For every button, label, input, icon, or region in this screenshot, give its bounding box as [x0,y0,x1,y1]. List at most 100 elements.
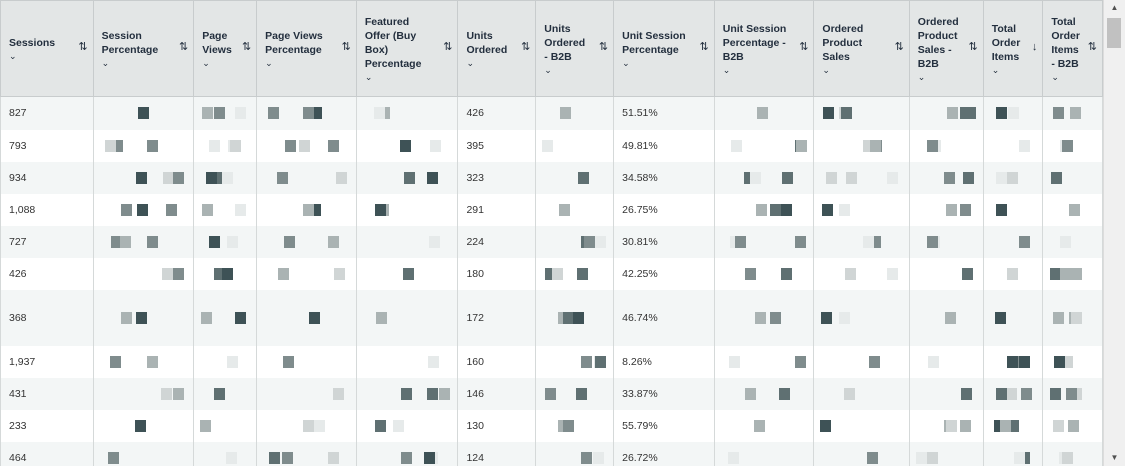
table-row[interactable]: 827 426 51.51% [0,96,1103,130]
redaction-block [269,451,281,464]
table-row[interactable]: 368 172 46.74% [0,289,1103,346]
chevron-down-icon[interactable]: ⌄ [1051,72,1059,82]
redacted-cell [356,409,459,442]
redacted-cell [813,96,910,130]
redacted-cell [983,409,1044,442]
redacted-cell [193,377,258,410]
redaction-block [839,311,851,324]
sort-arrows-icon[interactable]: ⇅ [699,41,709,53]
column-header-ordered-sales[interactable]: Ordered Product Sales ⌄ ⇅ [813,0,910,97]
redacted-cell [813,257,910,290]
column-header-total-order-items[interactable]: Total Order Items ⌄ ↓ [983,0,1044,97]
scroll-up-arrow-icon[interactable]: ▲ [1110,3,1119,12]
vertical-scrollbar[interactable]: ▲ ▼ [1103,0,1125,466]
chevron-down-icon[interactable]: ⌄ [265,58,273,68]
redacted-cell [193,96,258,130]
column-header-sessions[interactable]: Sessions ⌄ ⇅ [0,0,94,97]
table-row[interactable]: 727 224 30.81% [0,225,1103,258]
sort-arrows-icon[interactable]: ⇅ [968,41,978,53]
table-row[interactable]: 934 323 34.58% [0,161,1103,194]
column-header-ordered-sales-b2b[interactable]: Ordered Product Sales - B2B ⌄ ⇅ [909,0,984,97]
sort-arrows-icon[interactable]: ⇅ [179,41,189,53]
sort-arrows-icon[interactable]: ⇅ [799,41,809,53]
cell-units-ordered: 291 [457,193,537,226]
column-header-buy-box-pct[interactable]: Featured Offer (Buy Box) Percentage ⌄ ⇅ [356,0,459,97]
chevron-down-icon[interactable]: ⌄ [202,58,210,68]
chevron-down-icon[interactable]: ⌄ [364,72,373,82]
column-header-session-pct[interactable]: Session Percentage ⌄ ⇅ [93,0,195,97]
redacted-cell [714,129,815,162]
sort-arrows-icon[interactable]: ⇅ [241,41,252,53]
redacted-cell [1042,345,1103,378]
sort-arrows-icon[interactable]: ⇅ [521,41,531,53]
redaction-block [552,267,564,280]
sort-arrows-icon[interactable]: ⇅ [598,41,609,53]
cell-units-ordered: 172 [457,289,537,346]
cell-units-ordered: 426 [457,96,537,130]
table-row[interactable]: 426 180 42.25% [0,257,1103,290]
column-header-page-views-pct[interactable]: Page Views Percentage ⌄ ⇅ [256,0,357,97]
cell-unit-session-pct: 34.58% [613,161,715,194]
redaction-block [926,451,938,464]
table-row[interactable]: 464 124 26.72% [0,441,1103,466]
sort-arrows-icon[interactable]: ⇅ [443,41,453,53]
chevron-down-icon[interactable]: ⌄ [544,65,552,75]
table-row[interactable]: 233 130 55.79% [0,409,1103,442]
redaction-block [995,107,1007,120]
chevron-down-icon[interactable]: ⌄ [917,72,926,82]
redacted-cell [193,289,258,346]
scroll-down-arrow-icon[interactable]: ▼ [1110,453,1119,462]
redaction-block [1069,203,1081,216]
sort-arrows-icon[interactable]: ⇅ [78,41,88,53]
redaction-block [314,419,326,432]
column-header-label: Ordered Product Sales [822,23,864,63]
redacted-cell [193,441,258,466]
redacted-cell [1042,225,1103,258]
chevron-down-icon[interactable]: ⌄ [466,58,474,68]
chevron-down-icon[interactable]: ⌄ [991,65,1000,75]
column-header-unit-session-pct[interactable]: Unit Session Percentage ⌄ ⇅ [613,0,715,97]
sort-arrows-icon[interactable]: ⇅ [894,41,904,53]
sort-arrows-icon[interactable]: ⇅ [341,41,351,53]
sort-arrows-icon[interactable]: ⇅ [1087,41,1097,53]
chevron-down-icon[interactable]: ⌄ [622,58,630,68]
cell-sessions: 426 [0,257,94,290]
table-row[interactable]: 431 146 33.87% [0,377,1103,410]
redaction-block [172,387,184,400]
redacted-cell [535,441,615,466]
redaction-block [303,203,315,216]
table-row[interactable]: 793 395 49.81% [0,129,1103,162]
table-row[interactable]: 1,088 291 26.75% [0,193,1103,226]
redacted-cell [909,193,984,226]
redaction-block [426,171,438,184]
redacted-cell [356,225,459,258]
redaction-block [1005,387,1017,400]
redaction-block [328,235,340,248]
redaction-block [573,311,585,324]
redacted-cell [909,441,984,466]
chevron-down-icon[interactable]: ⌄ [9,51,17,61]
redacted-cell [1042,193,1103,226]
column-header-page-views[interactable]: Page Views ⌄ ⇅ [193,0,258,97]
cell-units-ordered: 180 [457,257,537,290]
column-header-total-order-items-b2b[interactable]: Total Order Items - B2B ⌄ ⇅ [1042,0,1103,97]
column-header-unit-session-pct-b2b[interactable]: Unit Session Percentage - B2B ⌄ ⇅ [714,0,815,97]
redaction-block [230,139,242,152]
chevron-down-icon[interactable]: ⌄ [722,65,731,75]
chevron-down-icon[interactable]: ⌄ [822,65,830,75]
redaction-block [961,267,973,280]
chevron-down-icon[interactable]: ⌄ [101,58,110,68]
scrollbar-thumb[interactable] [1107,18,1121,48]
sort-descending-icon[interactable]: ↓ [1031,41,1038,53]
cell-unit-session-pct: 46.74% [613,289,715,346]
column-header-units-ordered-b2b[interactable]: Units Ordered - B2B ⌄ ⇅ [535,0,615,97]
column-header-units-ordered[interactable]: Units Ordered ⌄ ⇅ [457,0,537,97]
redacted-cell [983,257,1044,290]
redaction-block [1071,267,1083,280]
redaction-block [841,107,853,120]
table-row[interactable]: 1,937 160 8.26% [0,345,1103,378]
redaction-block [755,203,767,216]
redaction-block [202,107,214,120]
redacted-cell [356,377,459,410]
